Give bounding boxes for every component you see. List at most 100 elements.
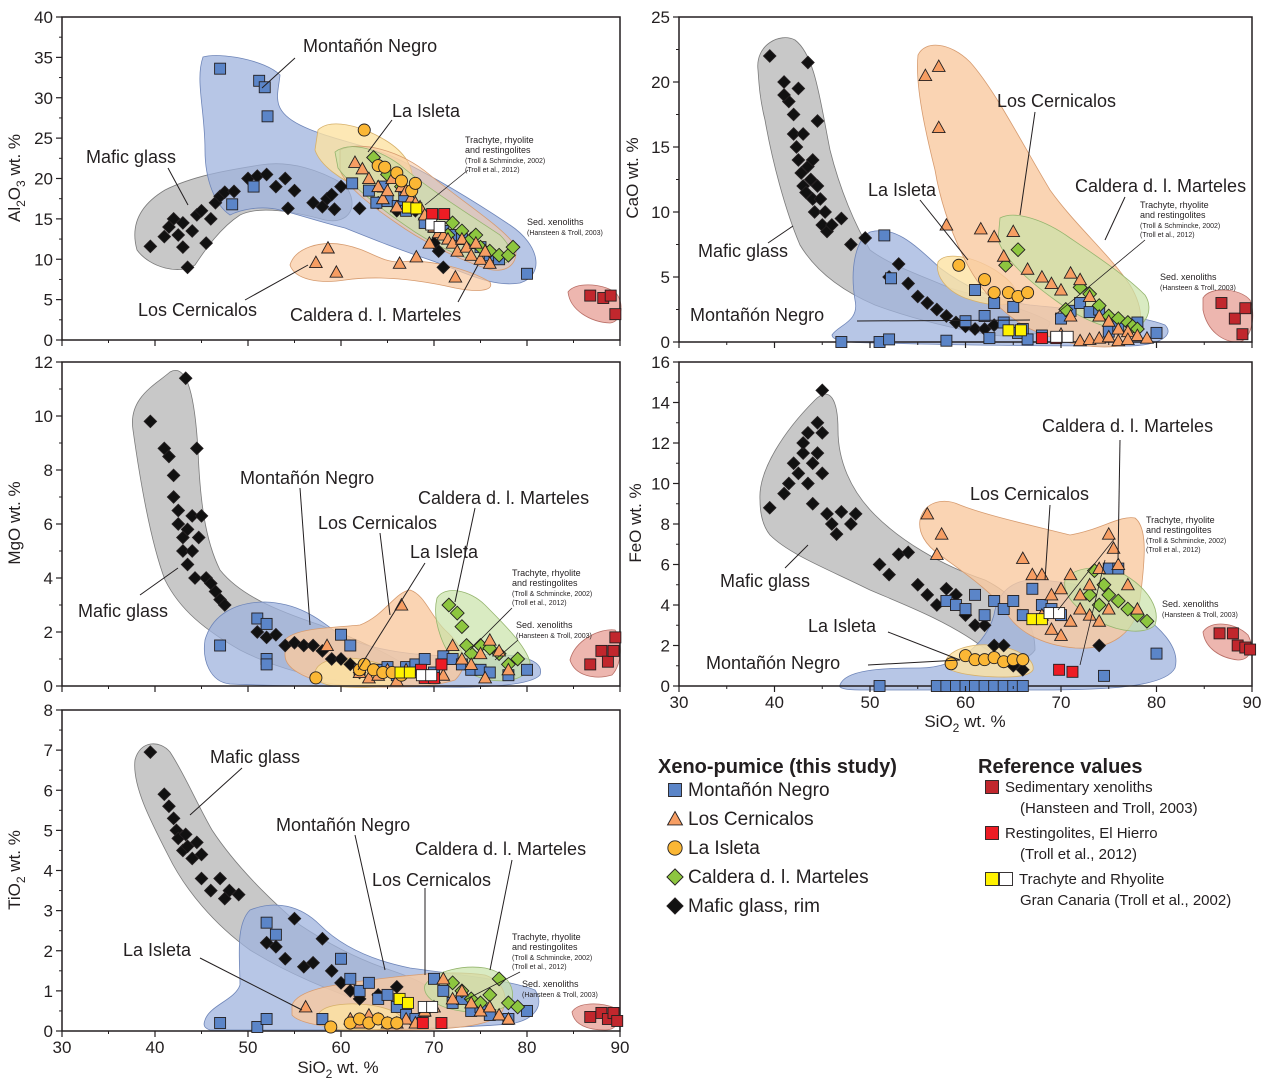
point-los-cernicalos (1106, 541, 1121, 554)
point-mafic-glass (805, 153, 820, 167)
point-los-cernicalos (1082, 607, 1097, 621)
point-montanon-negro (521, 663, 533, 676)
legend-reference-label: Gran Canaria (Troll et al., 2002) (1020, 892, 1231, 909)
point-los-cernicalos (394, 597, 409, 611)
y-tick-label: 2 (44, 623, 53, 642)
y-tick-label: 20 (651, 73, 670, 92)
point-mafic-glass (1015, 662, 1030, 677)
label-sed-xenoliths: Sed. xenoliths (Hansteen & Troll, 2003) (1162, 599, 1238, 619)
y-tick-label: 35 (34, 48, 53, 67)
legend-title-this-study: Xeno-pumice (this study) (658, 756, 897, 778)
legend-reference-label: (Troll et al., 2012) (1020, 846, 1137, 863)
point-montanon-negro (969, 588, 981, 601)
point-mafic-glass (176, 216, 190, 230)
point-los-cernicalos (1063, 613, 1078, 627)
data-points (143, 62, 622, 321)
point-mafic-glass (281, 201, 295, 216)
point-los-cernicalos (464, 247, 479, 261)
point-los-cernicalos (501, 1011, 516, 1025)
y-tick-label: 25 (651, 8, 670, 27)
point-los-cernicalos (1073, 601, 1088, 615)
field-los-cernicalos (289, 243, 492, 291)
point-montanon-negro (873, 680, 886, 692)
point-mafic-glass (306, 955, 320, 970)
point-montanon-negro (521, 1004, 533, 1017)
point-mafic-glass (834, 211, 849, 226)
point-mafic-glass (803, 172, 818, 187)
point-mafic-glass (231, 887, 246, 902)
point-trachyte (410, 202, 423, 215)
point-mafic-glass (807, 205, 822, 219)
y-tick-label: 4 (44, 569, 53, 588)
point-caldera-marteles (505, 239, 521, 255)
point-los-cernicalos (355, 161, 370, 175)
y-tick-label: 5 (661, 268, 670, 287)
point-mafic-glass (189, 441, 204, 456)
point-mafic-glass (844, 517, 858, 531)
point-montanon-negro (316, 1013, 329, 1025)
point-los-cernicalos (459, 239, 474, 253)
point-rhyolite (1050, 330, 1063, 343)
point-mafic-glass (327, 202, 342, 217)
point-los-cernicalos (1025, 567, 1040, 581)
x-tick-label: 80 (518, 1038, 537, 1057)
point-trachyte (402, 996, 414, 1009)
label-montanon-negro: Montañón Negro (303, 36, 437, 56)
legend-reference-label: Trachyte and Rhyolite (1019, 871, 1164, 888)
annotations: Los Cernicalos Caldera d. l. Marteles La… (690, 91, 1246, 325)
point-mafic-glass (810, 446, 825, 461)
label-montanon-negro: Montañón Negro (706, 653, 840, 673)
point-mafic-glass (920, 296, 935, 310)
point-montanon-negro (978, 310, 991, 322)
point-los-cernicalos (319, 638, 335, 652)
point-los-cernicalos (371, 179, 386, 193)
point-los-cernicalos (1130, 328, 1145, 342)
point-los-cernicalos (1053, 282, 1069, 296)
point-los-cernicalos (1034, 269, 1049, 283)
label-la-isleta: La Isleta (868, 180, 937, 200)
x-tick-label: 80 (1147, 693, 1166, 712)
data-points (762, 383, 1257, 692)
label-la-isleta: La Isleta (808, 616, 877, 636)
point-mafic-glass (324, 963, 339, 978)
point-mafic-glass (820, 506, 834, 521)
label-trachyte-rhyolite: Trachyte, rhyolite and restingolites (Trol… (465, 135, 545, 174)
point-los-cernicalos (1082, 289, 1097, 303)
point-los-cernicalos (389, 199, 404, 213)
axes: 0 2 4 6 8 10 12 (34, 353, 621, 696)
point-mafic-glass (166, 468, 181, 483)
point-montanon-negro (214, 639, 227, 652)
point-mafic-glass (194, 509, 209, 523)
label-montanon-negro: Montañón Negro (240, 468, 374, 488)
point-los-cernicalos (1101, 526, 1116, 540)
legend-items-reference: Sedimentary xenoliths (Hansteen and Troll… (985, 779, 1231, 909)
point-mafic-glass (269, 179, 283, 194)
point-mafic-glass (178, 827, 193, 842)
point-los-cernicalos (450, 243, 465, 257)
point-caldera-marteles (1101, 587, 1117, 603)
point-mafic-glass (799, 185, 813, 200)
data-points (762, 49, 1252, 348)
point-rhyolite (1061, 330, 1074, 343)
point-caldera-marteles (510, 651, 526, 667)
point-mafic-glass (203, 883, 218, 898)
label-caldera-marteles: Caldera d. l. Marteles (415, 839, 586, 859)
point-los-cernicalos (1063, 308, 1078, 322)
point-los-cernicalos (380, 183, 395, 197)
point-mafic-glass (185, 509, 200, 523)
point-montanon-negro (437, 984, 450, 997)
legend-title-reference: Reference values (978, 756, 1143, 778)
point-mafic-glass (194, 847, 209, 862)
point-sed-xenolith (595, 644, 608, 657)
point-mafic-glass (352, 201, 367, 216)
point-los-cernicalos (1101, 313, 1116, 327)
y-axis-label: MgO wt. % (5, 481, 24, 564)
point-mafic-glass (813, 192, 828, 206)
point-los-cernicalos (392, 256, 407, 269)
chart-panel-tio2: 0 1 2 3 4 5 6 7 8 30 40 50 60 70 80 90 TiO2 wt. % SiO2 … (5, 701, 629, 1081)
chart-panel-cao: 0 5 10 15 20 25 CaO wt. % Los Cernicalos Cald… (623, 8, 1254, 352)
label-montanon-negro: Montañón Negro (690, 305, 824, 325)
point-montanon-negro (261, 110, 274, 123)
point-mafic-glass (968, 618, 982, 633)
annotations: Mafic glass Montañón Negro Caldera d. l.… (123, 747, 598, 1011)
